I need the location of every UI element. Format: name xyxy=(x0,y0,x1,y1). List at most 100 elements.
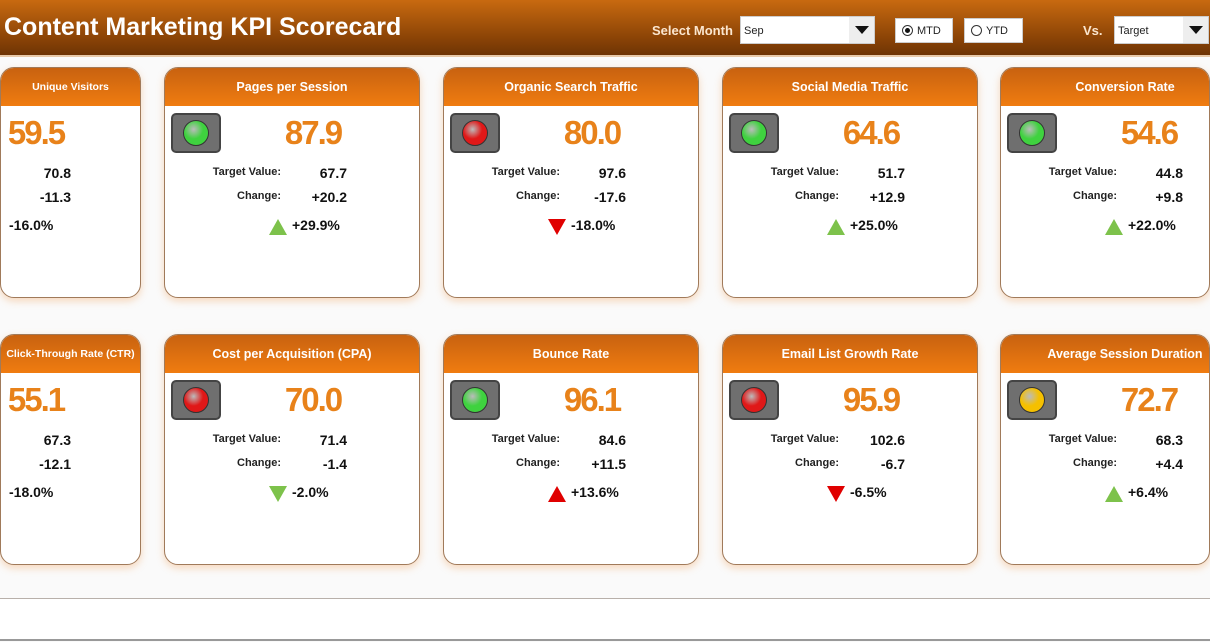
traffic-light-icon xyxy=(1007,380,1057,420)
change-label: Change: xyxy=(237,190,281,202)
divider xyxy=(0,639,1210,641)
kpi-card: Click-Through Rate (CTR) 55.1 67.3 -12.1 … xyxy=(0,334,141,565)
header-bar: Content Marketing KPI Scorecard Select M… xyxy=(0,0,1210,57)
kpi-title: Conversion Rate xyxy=(1001,68,1209,106)
vs-value: Target xyxy=(1118,25,1149,37)
target-value: 70.8 xyxy=(43,165,71,181)
kpi-value: 59.5 xyxy=(7,114,66,151)
month-dropdown[interactable]: Sep xyxy=(740,16,875,44)
kpi-card: Average Session Duration 72.7 Target Val… xyxy=(1000,334,1210,565)
chevron-down-icon[interactable] xyxy=(1183,17,1208,43)
kpi-card: Organic Search Traffic 80.0 Target Value… xyxy=(443,67,699,298)
target-label: Target Value: xyxy=(212,433,281,445)
target-label: Target Value: xyxy=(1048,166,1117,178)
change-value: +11.5 xyxy=(591,456,626,472)
change-percent: +29.9% xyxy=(292,217,340,233)
change-percent: +13.6% xyxy=(571,484,619,500)
traffic-light-icon xyxy=(171,113,221,153)
arrow-up-icon xyxy=(548,486,566,502)
target-label: Target Value: xyxy=(770,433,839,445)
vs-dropdown[interactable]: Target xyxy=(1114,16,1209,44)
change-percent: -2.0% xyxy=(292,484,329,500)
change-value: -11.3 xyxy=(39,189,71,205)
kpi-value: 64.6 xyxy=(842,114,901,151)
kpi-value: 95.9 xyxy=(842,381,901,418)
target-value: 68.3 xyxy=(1155,432,1183,448)
target-value: 67.3 xyxy=(43,432,71,448)
kpi-value: 87.9 xyxy=(284,114,343,151)
kpi-title: Organic Search Traffic xyxy=(444,68,698,106)
arrow-down-icon xyxy=(548,219,566,235)
select-month-label: Select Month xyxy=(652,23,733,38)
traffic-light-icon xyxy=(729,380,779,420)
kpi-title: Unique Visitors xyxy=(1,68,140,106)
kpi-card: Unique Visitors 59.5 70.8 -11.3 -16.0% xyxy=(0,67,141,298)
divider xyxy=(0,598,1210,599)
change-percent: +25.0% xyxy=(850,217,898,233)
mtd-radio[interactable]: MTD xyxy=(895,18,953,43)
target-value: 97.6 xyxy=(598,165,626,181)
change-label: Change: xyxy=(237,457,281,469)
ytd-radio[interactable]: YTD xyxy=(964,18,1023,43)
change-value: +12.9 xyxy=(869,189,905,205)
change-value: -1.4 xyxy=(322,456,347,472)
ytd-label: YTD xyxy=(986,25,1008,37)
footer-area xyxy=(0,599,1210,639)
change-label: Change: xyxy=(516,457,560,469)
kpi-card: Cost per Acquisition (CPA) 70.0 Target V… xyxy=(164,334,420,565)
target-value: 84.6 xyxy=(598,432,626,448)
target-value: 102.6 xyxy=(869,432,905,448)
radio-selected-icon xyxy=(902,25,913,36)
change-label: Change: xyxy=(1073,190,1117,202)
kpi-title: Average Session Duration xyxy=(1001,335,1209,373)
change-percent: +6.4% xyxy=(1128,484,1169,500)
change-value: +9.8 xyxy=(1155,189,1183,205)
kpi-title: Pages per Session xyxy=(165,68,419,106)
traffic-light-icon xyxy=(729,113,779,153)
target-label: Target Value: xyxy=(1048,433,1117,445)
kpi-value: 80.0 xyxy=(563,114,622,151)
change-label: Change: xyxy=(1073,457,1117,469)
kpi-card: Pages per Session 87.9 Target Value: 67.… xyxy=(164,67,420,298)
arrow-down-icon xyxy=(827,486,845,502)
arrow-up-icon xyxy=(827,219,845,235)
arrow-up-icon xyxy=(269,219,287,235)
kpi-value: 72.7 xyxy=(1120,381,1179,418)
change-value: +20.2 xyxy=(311,189,347,205)
target-label: Target Value: xyxy=(491,166,560,178)
change-value: +4.4 xyxy=(1155,456,1183,472)
kpi-card: Social Media Traffic 64.6 Target Value: … xyxy=(722,67,978,298)
vs-label: Vs. xyxy=(1083,23,1103,38)
change-percent: +22.0% xyxy=(1128,217,1176,233)
arrow-up-icon xyxy=(1105,219,1123,235)
change-value: -17.6 xyxy=(594,189,626,205)
radio-empty-icon xyxy=(971,25,982,36)
kpi-value: 55.1 xyxy=(7,381,66,418)
change-label: Change: xyxy=(795,457,839,469)
target-label: Target Value: xyxy=(770,166,839,178)
traffic-light-icon xyxy=(171,380,221,420)
change-label: Change: xyxy=(795,190,839,202)
change-percent: -16.0% xyxy=(9,217,54,233)
kpi-card: Email List Growth Rate 95.9 Target Value… xyxy=(722,334,978,565)
target-value: 44.8 xyxy=(1155,165,1183,181)
change-value: -6.7 xyxy=(880,456,905,472)
month-value: Sep xyxy=(744,25,764,37)
kpi-title: Social Media Traffic xyxy=(723,68,977,106)
kpi-title: Click-Through Rate (CTR) xyxy=(1,335,140,373)
page-title: Content Marketing KPI Scorecard xyxy=(4,13,402,41)
mtd-label: MTD xyxy=(917,25,941,37)
traffic-light-icon xyxy=(450,380,500,420)
target-value: 51.7 xyxy=(877,165,905,181)
kpi-value: 54.6 xyxy=(1120,114,1179,151)
target-value: 67.7 xyxy=(319,165,347,181)
kpi-title: Cost per Acquisition (CPA) xyxy=(165,335,419,373)
kpi-title: Bounce Rate xyxy=(444,335,698,373)
change-label: Change: xyxy=(516,190,560,202)
chevron-down-icon[interactable] xyxy=(849,17,874,43)
traffic-light-icon xyxy=(1007,113,1057,153)
kpi-card: Conversion Rate 54.6 Target Value: 44.8 … xyxy=(1000,67,1210,298)
change-percent: -18.0% xyxy=(9,484,54,500)
change-value: -12.1 xyxy=(39,456,71,472)
target-value: 71.4 xyxy=(319,432,347,448)
